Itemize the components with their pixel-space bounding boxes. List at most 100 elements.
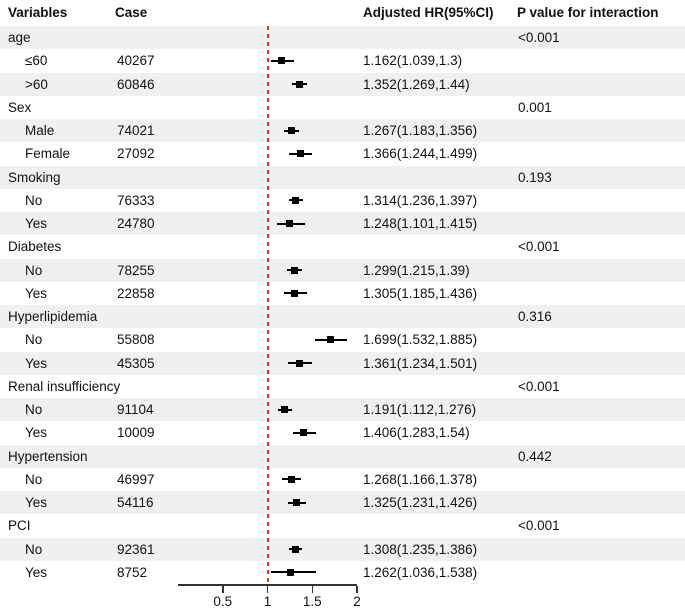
row-case-count: 74021 (117, 123, 155, 138)
hr-point-marker (300, 429, 308, 437)
row-p-value: <0.001 (518, 239, 560, 255)
row-label: No (25, 262, 43, 278)
row-case-count: 27092 (117, 146, 155, 162)
row-hr-ci-text: 1.406(1.283,1.54) (363, 425, 470, 441)
table-row: No 78255 1.299(1.215,1.39) (0, 258, 685, 282)
hr-point-marker (291, 545, 299, 553)
table-row: Yes 8752 1.262(1.036,1.538) (0, 561, 685, 584)
row-case-count: 78255 (117, 262, 155, 278)
row-p-value: 0.001 (518, 99, 552, 115)
row-hr-ci-text: 1.162(1.039,1.3) (363, 53, 463, 69)
table-row: >60 60846 1.352(1.269,1.44) (0, 72, 685, 96)
row-case-count: 10009 (117, 425, 155, 441)
row-hr-ci-text: 1.314(1.236,1.397) (363, 192, 478, 208)
table-row: Yes 24780 1.248(1.101,1.415) (0, 212, 685, 236)
row-label: age (8, 30, 31, 45)
row-case-count: 92361 (117, 541, 155, 557)
hr-point-marker (281, 406, 289, 414)
hr-point-marker (278, 57, 286, 65)
table-row: Female 27092 1.366(1.244,1.499) (0, 142, 685, 165)
table-row: Yes 45305 1.361(1.234,1.501) (0, 351, 685, 375)
column-header-p-value: P value for interaction (517, 5, 659, 20)
table-row: No 55808 1.699(1.532,1.885) (0, 328, 685, 351)
row-hr-ci-text: 1.191(1.112,1.276) (363, 402, 477, 417)
row-case-count: 8752 (117, 564, 148, 580)
row-label: Diabetes (8, 239, 62, 255)
table-row: Smoking 0.193 (0, 165, 685, 189)
column-header-case: Case (115, 5, 148, 20)
table-row: Yes 54116 1.325(1.231,1.426) (0, 491, 685, 515)
row-hr-ci-text: 1.248(1.101,1.415) (363, 216, 478, 231)
row-case-count: 76333 (117, 192, 155, 208)
row-hr-ci-text: 1.308(1.235,1.386) (363, 541, 478, 557)
table-row: PCI <0.001 (0, 514, 685, 537)
row-case-count: 55808 (117, 332, 155, 348)
column-header-row: Variables Case Adjusted HR(95%CI) P valu… (0, 0, 685, 26)
row-label: Yes (25, 216, 48, 231)
x-axis-tick (356, 585, 358, 593)
row-label: Male (25, 123, 55, 138)
table-row: No 92361 1.308(1.235,1.386) (0, 537, 685, 561)
hr-point-marker (287, 475, 295, 483)
hr-point-marker (295, 80, 303, 88)
row-label: >60 (25, 76, 48, 92)
row-label: Yes (25, 425, 48, 441)
row-case-count: 91104 (117, 402, 154, 417)
hr-point-marker (292, 196, 300, 204)
row-label: Yes (25, 285, 48, 301)
table-row: age <0.001 (0, 26, 685, 50)
row-hr-ci-text: 1.268(1.166,1.378) (363, 471, 478, 487)
table-row: Renal insufficiency <0.001 (0, 375, 685, 398)
row-label: Female (25, 146, 71, 162)
x-axis-tick-label: 2 (353, 594, 361, 609)
table-row: ≤60 40267 1.162(1.039,1.3) (0, 49, 685, 72)
hr-point-marker (293, 499, 301, 507)
row-p-value: <0.001 (518, 518, 560, 534)
table-row: Sex 0.001 (0, 96, 685, 119)
row-p-value: <0.001 (518, 30, 560, 45)
row-p-value: 0.193 (518, 169, 552, 185)
table-row: Hypertension 0.442 (0, 444, 685, 468)
row-case-count: 40267 (117, 53, 155, 69)
row-hr-ci-text: 1.352(1.269,1.44) (363, 76, 470, 92)
x-axis-tick (311, 585, 313, 593)
row-label: No (25, 332, 43, 348)
row-label: No (25, 471, 43, 487)
row-label: Yes (25, 355, 48, 371)
table-row: No 46997 1.268(1.166,1.378) (0, 468, 685, 491)
x-axis-line (178, 584, 357, 586)
hr-point-marker (291, 289, 299, 297)
row-label: No (25, 402, 43, 417)
row-hr-ci-text: 1.699(1.532,1.885) (363, 332, 478, 348)
table-row: Male 74021 1.267(1.183,1.356) (0, 119, 685, 143)
row-case-count: 54116 (117, 495, 154, 510)
row-hr-ci-text: 1.262(1.036,1.538) (363, 564, 478, 580)
row-label: Yes (25, 564, 48, 580)
hr-point-marker (290, 266, 298, 274)
row-hr-ci-text: 1.325(1.231,1.426) (363, 495, 478, 510)
row-case-count: 45305 (117, 355, 155, 371)
row-label: PCI (8, 518, 31, 534)
row-p-value: <0.001 (518, 378, 560, 394)
row-case-count: 60846 (117, 76, 155, 92)
hr-point-marker (286, 220, 294, 228)
row-label: Yes (25, 495, 48, 510)
row-hr-ci-text: 1.267(1.183,1.356) (363, 123, 478, 138)
hr-point-marker (287, 127, 295, 135)
row-label: No (25, 192, 43, 208)
x-axis-tick-label: 1 (263, 594, 272, 609)
row-label: Sex (8, 99, 32, 115)
x-axis-tick-label: 1.5 (302, 594, 322, 609)
table-row: Hyperlipidemia 0.316 (0, 305, 685, 329)
table-row: No 76333 1.314(1.236,1.397) (0, 189, 685, 212)
table-row: Yes 10009 1.406(1.283,1.54) (0, 421, 685, 444)
x-axis-tick-label: 0.5 (213, 594, 233, 609)
x-axis-tick (222, 585, 224, 593)
row-label: Hypertension (8, 448, 88, 464)
hr-point-marker (287, 568, 295, 576)
hr-point-marker (326, 336, 334, 344)
row-hr-ci-text: 1.361(1.234,1.501) (363, 355, 478, 371)
row-hr-ci-text: 1.299(1.215,1.39) (363, 262, 470, 278)
column-header-adjusted-hr: Adjusted HR(95%CI) (363, 5, 494, 20)
